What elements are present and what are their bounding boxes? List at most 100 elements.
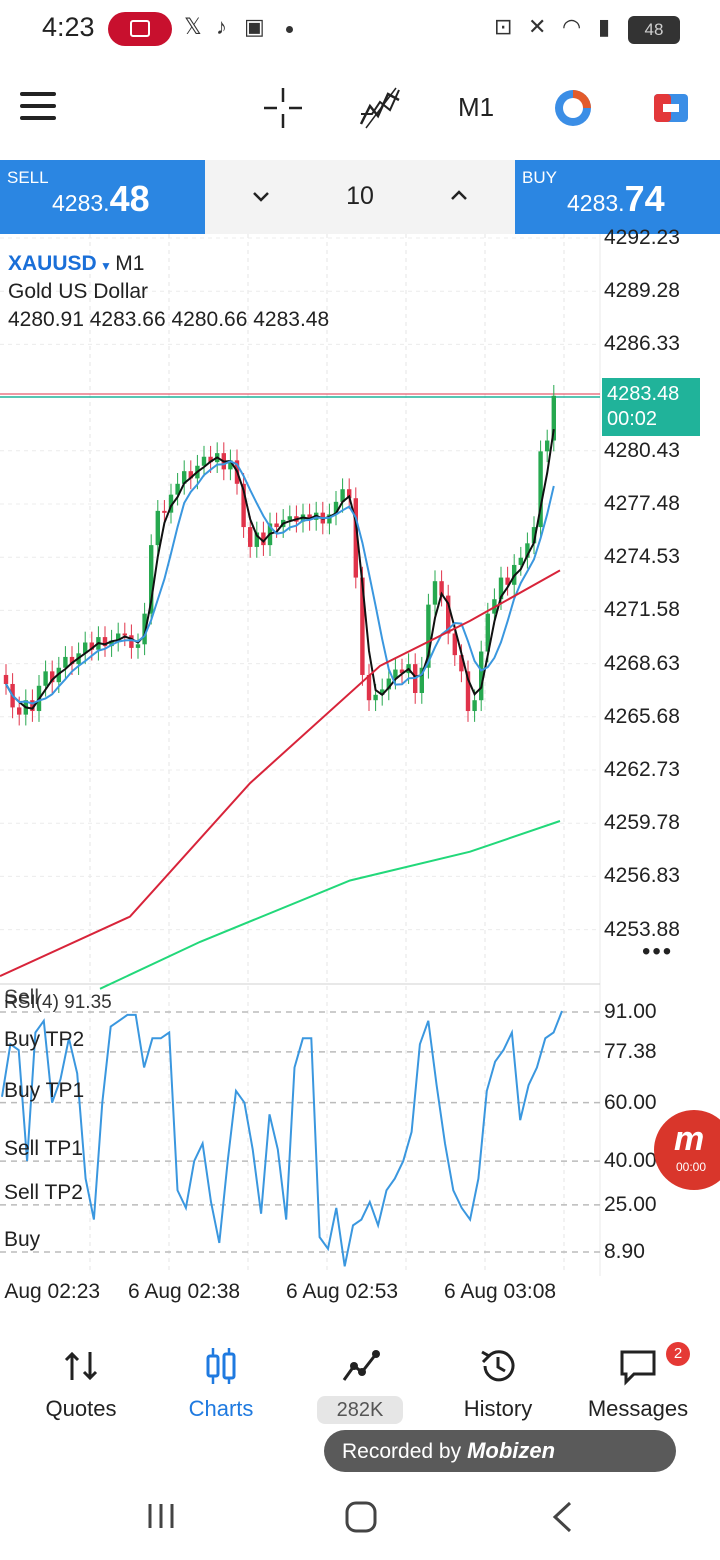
sell-button[interactable]: SELL 4283.48	[0, 160, 205, 234]
candle-body	[261, 532, 266, 546]
tiktok-icon: ♪	[216, 14, 227, 39]
price-tick-label: 4286.33	[604, 332, 680, 356]
quotes-icon	[64, 1351, 98, 1381]
menu-icon[interactable]	[20, 84, 56, 132]
candle-body	[69, 656, 75, 665]
candle-body	[182, 471, 187, 484]
new-order-icon[interactable]	[652, 84, 690, 132]
candle-body	[479, 651, 484, 701]
candle-body	[228, 460, 233, 470]
price-tick-label: 4259.78	[604, 811, 680, 835]
sell-label: SELL	[7, 168, 49, 187]
current-price: 4283.48	[607, 383, 680, 405]
bar-countdown: 00:02	[607, 408, 658, 430]
wifi-icon: ◠	[562, 14, 582, 39]
nav-messages[interactable]: 2 Messages	[568, 1330, 708, 1430]
battery-icon: 48	[628, 16, 680, 44]
nav-messages-label: Messages	[587, 1396, 689, 1421]
candle-body	[551, 395, 556, 441]
candle-body	[188, 471, 193, 479]
back-icon[interactable]	[550, 1500, 574, 1534]
ma-slow-line	[0, 569, 561, 978]
home-icon[interactable]	[344, 1500, 378, 1534]
time-tick-label: 6 Aug 02:23	[0, 1280, 101, 1303]
nav-trade[interactable]	[290, 1330, 430, 1430]
timeframe-button[interactable]: M1	[458, 92, 495, 122]
candle-body	[17, 707, 22, 715]
ma-mid-line	[5, 460, 555, 705]
indicators-icon[interactable]	[358, 84, 402, 132]
candle-body	[419, 667, 424, 693]
candle-body	[149, 545, 154, 614]
rsi-level-label: Buy TP1	[4, 1078, 85, 1102]
price-tick-label: 4268.63	[604, 651, 680, 675]
bottom-navigation: Quotes Charts History 2 Messages	[0, 1330, 720, 1440]
chevron-up-icon[interactable]	[449, 186, 469, 206]
current-price-label: 4283.48 00:02	[602, 378, 700, 436]
x-app-icon: 𝕏	[184, 14, 202, 39]
nav-quotes[interactable]: Quotes	[11, 1330, 151, 1430]
candle-body	[446, 595, 451, 634]
mobizen-record-button[interactable]: m 00:00	[654, 1110, 720, 1190]
candle-body	[393, 669, 398, 679]
candle-body	[333, 501, 339, 515]
recent-apps-icon[interactable]	[146, 1500, 176, 1532]
candle-body	[347, 489, 352, 499]
candle-body	[498, 577, 504, 600]
time-tick-label: 6 Aug 02:38	[128, 1280, 241, 1303]
dropdown-arrow-icon[interactable]: ▼	[96, 259, 116, 273]
nav-history[interactable]: History	[428, 1330, 568, 1430]
price-tick-label: 4292.23	[604, 226, 680, 249]
rsi-level-label: Sell TP1	[4, 1137, 83, 1161]
messages-badge: 2	[666, 1342, 690, 1366]
rsi-level-label: Buy	[4, 1228, 41, 1251]
cast-icon: ⊡	[494, 14, 513, 39]
candle-body	[274, 523, 279, 528]
price-tick-label: 4277.48	[604, 492, 680, 515]
price-tick-label: 4253.88	[604, 917, 680, 941]
buy-button[interactable]: BUY 4283.74	[515, 160, 720, 234]
more-notifications-icon	[286, 26, 293, 33]
candle-body	[340, 489, 345, 502]
candle-body	[399, 669, 405, 674]
nav-history-label: History	[463, 1396, 533, 1421]
rsi-tick-label: 77.38	[604, 1039, 657, 1063]
candle-body	[241, 483, 246, 528]
candle-body	[472, 700, 477, 712]
candle-body	[155, 510, 160, 546]
chart-canvas[interactable]	[0, 234, 720, 1276]
nav-charts[interactable]: Charts	[151, 1330, 291, 1430]
recorded-by-banner: Recorded by Mobizen	[324, 1430, 676, 1472]
one-click-trading-icon[interactable]	[552, 84, 594, 132]
candle-body	[3, 674, 9, 684]
price-tick-label: 4289.28	[604, 279, 680, 303]
candle-body	[327, 514, 332, 524]
nav-charts-label: Charts	[188, 1396, 254, 1421]
chevron-down-icon[interactable]	[251, 186, 271, 206]
candle-body	[307, 514, 312, 520]
candle-body	[531, 527, 537, 544]
chart-more-icon[interactable]: •••	[642, 938, 674, 965]
trade-icon	[342, 1350, 380, 1381]
lot-size-value[interactable]: 10	[346, 182, 374, 210]
candle-body	[122, 633, 127, 636]
candle-body	[518, 557, 523, 565]
candle-body	[201, 456, 207, 466]
candle-body	[373, 694, 378, 701]
rsi-line	[1, 1010, 563, 1267]
symbol-name[interactable]: XAUUSD	[8, 252, 97, 275]
rsi-tick-top: 91.00	[604, 1000, 657, 1023]
candle-body	[525, 543, 530, 558]
price-chart[interactable]: XAUUSD ▼ M1 Gold US Dollar 4280.91 4283.…	[0, 226, 720, 1303]
price-tick-label: 4271.58	[604, 598, 680, 622]
mobizen-logo-icon: m	[674, 1120, 705, 1158]
candle-body	[439, 581, 444, 596]
candle-body	[380, 689, 385, 695]
candle-body	[116, 633, 121, 641]
candle-body	[426, 604, 431, 668]
candle-body	[50, 671, 55, 683]
status-bar: 4:23 𝕏 ♪ ▣ ⊡ ✕ ◠ ▮ 48	[0, 0, 720, 62]
crosshair-icon[interactable]	[262, 84, 304, 132]
price-tick-label: 4274.53	[604, 545, 680, 569]
chart-symbol[interactable]: XAUUSD ▼ M1	[8, 252, 144, 276]
